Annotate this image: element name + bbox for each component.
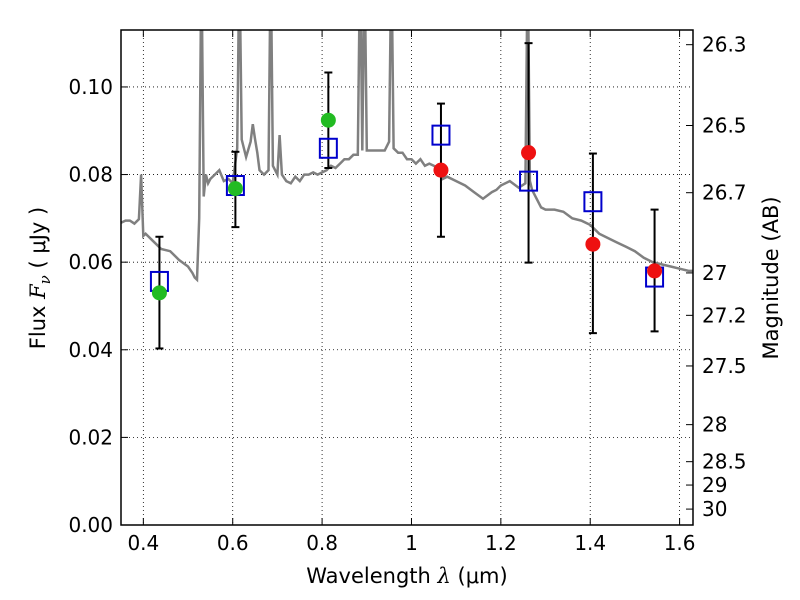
y2-tick-label: 28.5 [702,450,747,474]
y2-tick-label: 26.7 [702,181,747,205]
y2-tick-label: 27.2 [702,303,747,327]
y-tick-label: 0.08 [68,163,113,187]
plot-background [121,30,693,525]
green-circle-marker [227,181,243,197]
right-axis-title: Magnitude (AB) [759,196,783,359]
green-circle-marker [151,285,167,301]
square-marker [583,191,603,213]
x-axis-ticks: 0.4 0.6 0.8 1 1.2 1.4 1.6 [127,30,696,555]
x-tick-label: 1 [405,531,418,555]
red-circle-marker [433,162,449,178]
data-markers [149,112,665,301]
x-axis-title: Wavelength λ (μm) [306,564,507,588]
x-tick-label: 1.6 [664,531,696,555]
y-tick-label: 0.10 [68,75,113,99]
x-tick-label: 0.8 [306,531,338,555]
y-tick-label: 0.00 [68,513,113,537]
grid-lines [121,30,693,525]
square-marker [318,137,338,159]
y2-tick-label: 27.5 [702,354,747,378]
y-tick-label: 0.06 [68,250,113,274]
square-marker [519,170,539,192]
y-tick-label: 0.02 [68,425,113,449]
y2-tick-label: 26.3 [702,33,747,57]
y-axis-title: Flux Fν ( μJy ) [26,207,54,349]
y2-tick-label: 27 [702,261,727,285]
green-circle-marker [320,112,336,128]
red-circle-marker [647,263,663,279]
y2-tick-label: 26.5 [702,113,747,137]
x-tick-label: 0.6 [217,531,249,555]
x-tick-label: 1.2 [485,531,517,555]
y2-tick-label: 30 [702,497,727,521]
model-spectrum-line [121,30,693,283]
x-tick-label: 1.4 [574,531,606,555]
plot-frame [120,29,694,526]
x-tick-label: 0.4 [127,531,159,555]
y-tick-label: 0.04 [68,338,113,362]
y-axis-ticks: 0.00 0.02 0.04 0.06 0.08 0.10 [68,75,128,537]
red-circle-marker [521,145,537,161]
square-marker [431,124,451,146]
y2-tick-label: 29 [702,473,727,497]
red-circle-marker [585,236,601,252]
y2-tick-label: 28 [702,413,727,437]
